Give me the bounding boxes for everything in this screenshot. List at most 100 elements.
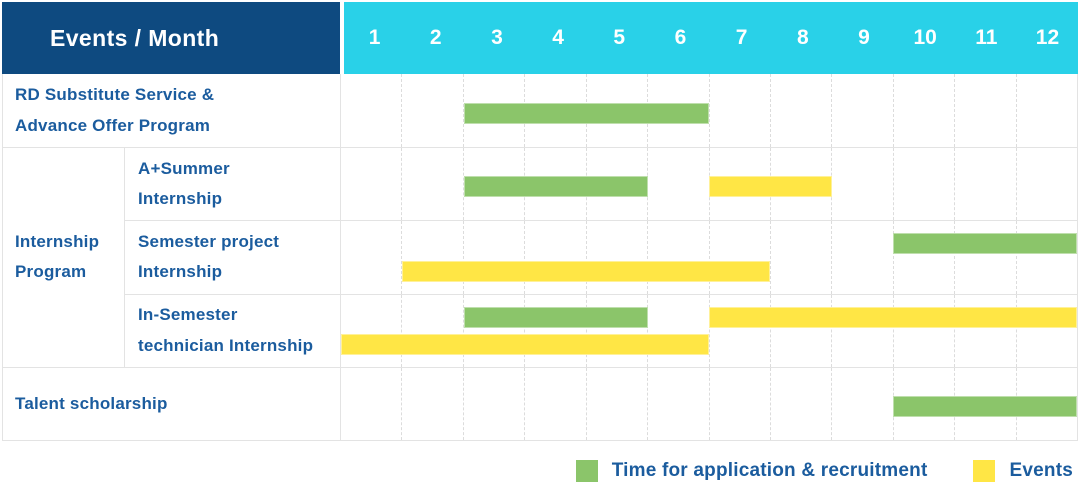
legend-item-events: Events [973,460,1073,482]
month-column [894,221,956,294]
label-line: Program [15,262,87,282]
month-column [710,221,771,294]
month-column [771,221,833,294]
month-column [402,74,464,148]
legend: Time for application & recruitment Event… [2,460,1078,482]
month-gridlines [341,74,1077,148]
month-column [402,367,464,440]
month-column [1017,295,1077,367]
label-line: Talent scholarship [15,393,168,413]
month-column [832,367,894,440]
month-column [894,74,956,148]
month-column [648,74,710,148]
row-label: In-Semester technician Internship [138,300,313,361]
month-column [525,294,587,367]
row-label: Semester project Internship [138,227,279,288]
month-column [832,148,894,221]
month-header-label: 9 [858,26,870,49]
month-column [710,367,771,440]
legend-label-application: Time for application & recruitment [611,460,928,481]
month-column [955,294,1017,367]
row-label: Talent scholarship [15,389,168,420]
month-column [648,148,710,221]
month-column [648,294,710,367]
month-header-label: 1 [368,26,381,49]
month-column [402,294,464,367]
events-month-header-cell: Events / Month [2,2,340,74]
events-period-bar [341,334,709,356]
month-column [1017,74,1077,147]
row-label: RD Substitute Service & Advance Offer Pro… [15,80,214,141]
month-header-label: 7 [735,26,748,49]
month-column [832,221,894,294]
row-label-cell: In-Semester technician Internship [125,293,341,367]
gantt-body: RD Substitute Service & Advance Offer Pro… [2,74,1078,441]
application-period-bar [893,395,1077,417]
row-label-cell: RD Substitute Service & Advance Offer Pro… [3,74,341,148]
application-period-bar [463,176,648,198]
month-column [341,367,403,440]
month-column [771,148,833,221]
month-column [955,221,1017,294]
events-period-bar [709,176,832,198]
label-line: Internship [138,189,223,209]
application-period-bar [463,102,709,124]
month-column [464,294,526,367]
month-header-label: 12 [1035,26,1060,49]
month-column [341,221,403,294]
month-column [587,221,649,294]
month-column [464,367,526,440]
month-column [341,74,403,148]
label-line: technician Internship [138,335,314,355]
events-period-bar [709,306,1077,328]
month-column [710,74,771,148]
month-column [464,221,526,294]
legend-item-application: Time for application & recruitment [575,460,928,482]
label-line: Internship [15,231,100,251]
month-column [648,221,710,294]
month-header-label: 2 [429,26,442,49]
month-header-label: 11 [975,26,998,49]
group-label-cell: Internship Program [3,147,125,367]
month-column [587,294,649,367]
table-title: Events / Month [50,24,220,51]
month-column [710,294,771,367]
label-line: Semester project [138,231,280,251]
month-header-label: 8 [796,26,809,49]
label-line: A+Summer [138,158,230,178]
chart-row [341,147,1077,221]
chart-row [341,74,1077,148]
label-line: Internship [138,262,223,282]
month-column [1017,148,1077,220]
month-header-label: 5 [613,26,626,49]
month-column [1017,221,1077,293]
month-column [894,294,956,367]
group-label: Internship Program [15,227,99,288]
month-gridlines [341,294,1077,367]
month-column [341,148,403,221]
chart-row [341,366,1077,440]
month-column [771,74,833,148]
month-column [771,294,833,367]
month-column [832,294,894,367]
month-header-strip: 1 2 3 4 5 6 7 8 9 10 11 12 [344,2,1078,74]
month-column [587,367,649,440]
month-column [402,148,464,221]
month-column [341,294,403,367]
label-line: Advance Offer Program [15,115,211,135]
month-column [648,367,710,440]
month-header-label: 6 [674,26,687,49]
label-line: In-Semester [138,305,238,325]
row-label: A+Summer Internship [138,154,230,215]
row-label-cell: Semester project Internship [125,220,341,294]
month-column [771,367,833,440]
table-header: Events / Month 1 2 3 4 5 6 7 8 9 10 11 12 [2,2,1078,74]
events-period-bar [402,260,771,282]
chart-row [341,220,1077,294]
month-column [402,221,464,294]
month-column [832,74,894,148]
month-column [525,367,587,440]
month-column [525,221,587,294]
chart-row [341,293,1077,367]
